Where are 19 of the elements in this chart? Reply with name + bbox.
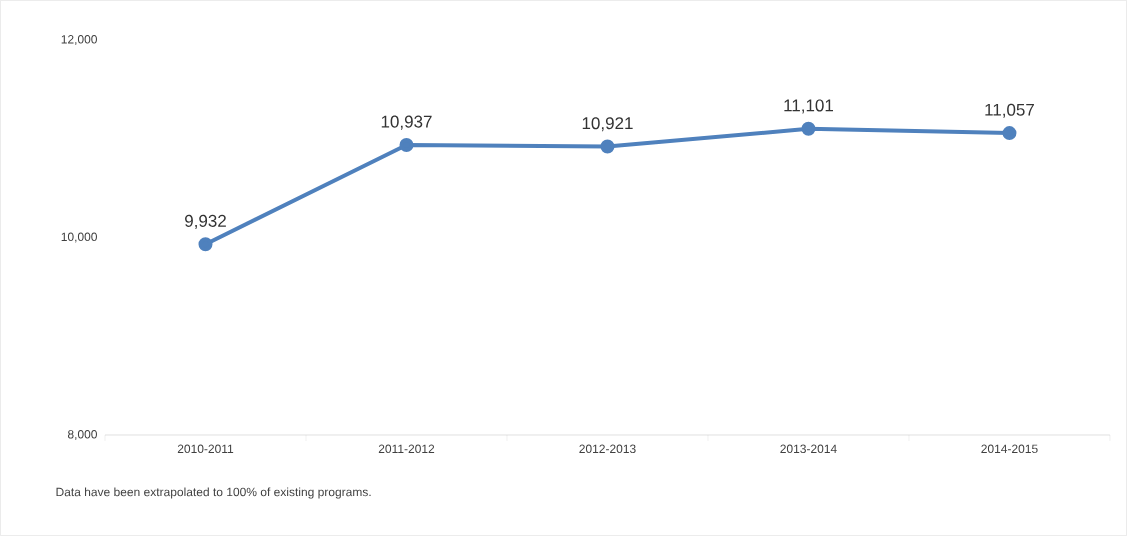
- point: [198, 237, 213, 252]
- x-tick-label: 2014-2015: [981, 444, 1038, 454]
- point: [1002, 126, 1017, 141]
- x-tick-label: 2012-2013: [579, 444, 636, 454]
- data-label: 11,101: [784, 99, 833, 114]
- x-tick-label: 2010-2011: [177, 444, 234, 454]
- data-label: 9,932: [185, 214, 226, 229]
- text: Data have been extrapolated to 100% of existing programs.: [56, 487, 371, 499]
- point: [801, 121, 816, 136]
- data-label: 11,057: [985, 103, 1034, 118]
- x-tick-label: 2011-2012: [378, 444, 435, 454]
- y-tick-label: 12,000: [61, 35, 97, 45]
- point: [600, 139, 615, 154]
- point: [399, 137, 414, 152]
- y-tick-label: 8,000: [67, 430, 97, 440]
- x-tick-label: 2013-2014: [780, 444, 837, 454]
- data-label: 10,921: [582, 117, 633, 132]
- y-tick-label: 10,000: [61, 232, 97, 243]
- data-label: 10,937: [381, 115, 432, 130]
